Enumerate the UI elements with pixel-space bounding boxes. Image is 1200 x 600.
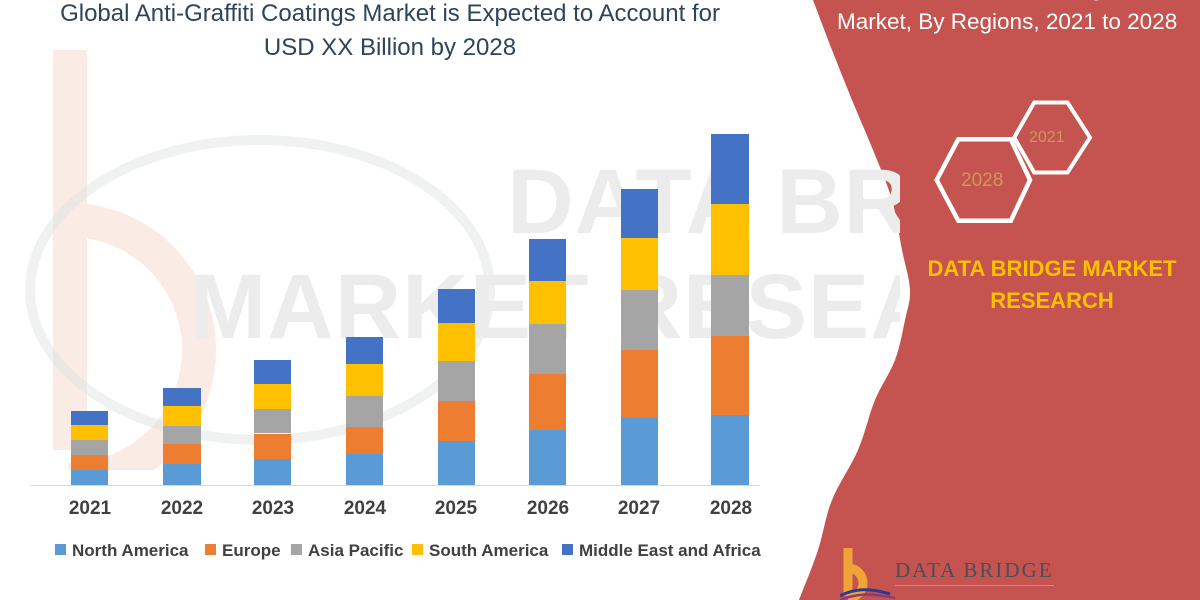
svg-text:2021: 2021 bbox=[1029, 129, 1065, 146]
svg-text:2028: 2028 bbox=[961, 170, 1003, 191]
